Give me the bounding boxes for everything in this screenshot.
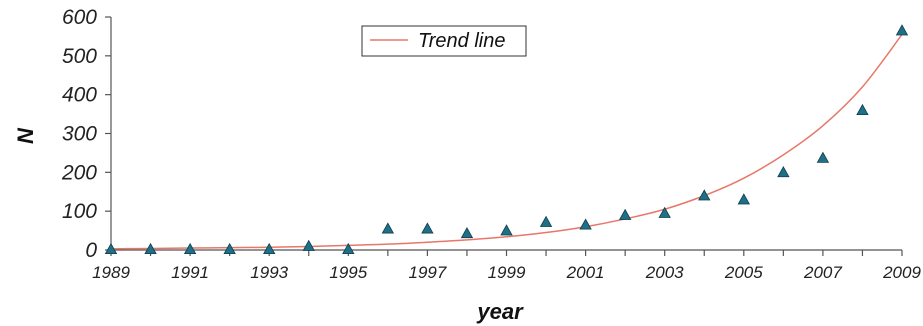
data-point-triangle [500, 224, 513, 236]
data-point-triangle [539, 215, 553, 227]
x-tick-label: 1997 [408, 263, 446, 282]
data-point-triangle [816, 151, 830, 163]
y-tick-label: 300 [62, 123, 97, 146]
data-point-triangle [895, 24, 909, 36]
y-tick-label: 100 [62, 200, 97, 223]
x-tick-label: 1993 [250, 263, 288, 282]
trend-line-series [110, 34, 903, 250]
y-tick-label: 500 [62, 45, 97, 68]
x-axis-title: year [476, 299, 524, 324]
data-point-triangle [223, 242, 236, 255]
x-tick-label: 2003 [645, 263, 684, 282]
x-tick-label: 2009 [882, 263, 921, 282]
data-point-triangle [421, 222, 434, 234]
data-points-series [104, 24, 909, 255]
data-point-triangle [579, 218, 592, 230]
legend-box [361, 25, 527, 57]
data-point-triangle [658, 206, 671, 218]
x-tick-label: 2007 [803, 263, 842, 282]
trend-line [110, 34, 903, 250]
y-ticks: 0 100 200 300 400 500 600 [61, 6, 111, 262]
data-point-triangle [856, 103, 869, 115]
data-point-triangle [698, 189, 711, 201]
x-tick-label: 1999 [488, 263, 526, 282]
data-point-triangle [183, 242, 197, 255]
data-point-triangle [263, 242, 276, 255]
legend-trend-line-label: Trend line [418, 30, 505, 52]
data-point-triangle [737, 193, 750, 205]
x-tick-label: 1991 [171, 263, 209, 282]
y-tick-label: 0 [85, 239, 97, 262]
data-point-triangle [777, 166, 790, 178]
data-point-triangle [144, 242, 157, 255]
data-point-triangle [381, 222, 395, 234]
data-point-triangle [302, 239, 315, 251]
y-tick-label: 600 [62, 6, 97, 29]
data-point-triangle [460, 226, 474, 239]
x-ticks: 1989 1991 1993 1995 1997 1999 2001 2003 2005 2007… [92, 250, 921, 282]
x-tick-label: 1989 [92, 263, 130, 282]
y-axis-title: N [13, 127, 38, 144]
y-tick-label: 200 [61, 161, 97, 184]
y-tick-label: 400 [62, 84, 97, 107]
x-tick-label: 2005 [724, 263, 763, 282]
data-point-triangle [104, 242, 118, 255]
data-point-triangle [618, 208, 632, 220]
x-tick-label: 2001 [566, 263, 605, 282]
x-tick-label: 1995 [329, 263, 367, 282]
legend: Trend line [361, 25, 527, 57]
data-point-triangle [342, 242, 355, 255]
